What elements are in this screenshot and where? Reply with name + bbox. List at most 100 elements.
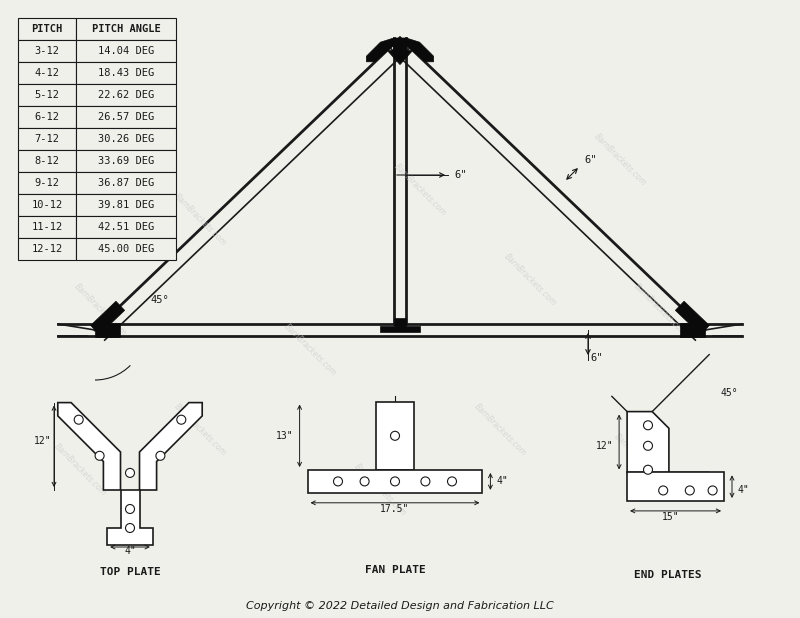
Text: BarnBrackets.com: BarnBrackets.com (632, 282, 688, 338)
Text: 4": 4" (496, 476, 508, 486)
Text: 15": 15" (662, 512, 680, 522)
Text: 4": 4" (738, 486, 750, 496)
Text: 6": 6" (454, 170, 466, 180)
Text: 45°: 45° (150, 295, 170, 305)
Bar (376, 402, 414, 470)
Polygon shape (387, 38, 413, 65)
Text: 12-12: 12-12 (31, 244, 62, 254)
Bar (76, 106, 176, 128)
Text: PITCH: PITCH (31, 24, 62, 34)
Text: 5-12: 5-12 (34, 90, 59, 100)
Text: 6": 6" (590, 353, 602, 363)
Bar (18, 150, 76, 172)
Text: Copyright © 2022 Detailed Design and Fabrication LLC: Copyright © 2022 Detailed Design and Fab… (246, 601, 554, 611)
Text: BarnBrackets.com: BarnBrackets.com (592, 132, 648, 188)
Bar (76, 216, 176, 238)
Text: END PLATES: END PLATES (634, 570, 702, 580)
Text: 18.43 DEG: 18.43 DEG (98, 68, 154, 78)
Text: 6": 6" (584, 155, 597, 165)
Polygon shape (627, 472, 724, 501)
Text: BarnBrackets.com: BarnBrackets.com (472, 402, 528, 458)
Polygon shape (680, 323, 705, 337)
Text: 12": 12" (34, 436, 51, 446)
Text: BarnBrackets.com: BarnBrackets.com (612, 432, 668, 488)
Circle shape (126, 523, 134, 533)
Polygon shape (627, 412, 709, 488)
Text: BarnBrackets.com: BarnBrackets.com (52, 442, 108, 498)
Text: FAN PLATE: FAN PLATE (365, 565, 426, 575)
Bar (76, 194, 176, 216)
Bar (18, 62, 76, 84)
Text: 45.00 DEG: 45.00 DEG (98, 244, 154, 254)
Bar (18, 172, 76, 194)
Circle shape (390, 431, 399, 440)
Text: 9-12: 9-12 (34, 178, 59, 188)
Text: 14.04 DEG: 14.04 DEG (98, 46, 154, 56)
Text: 12": 12" (595, 441, 613, 451)
Bar (308, 470, 482, 493)
Text: TOP PLATE: TOP PLATE (100, 567, 160, 577)
Text: 7-12: 7-12 (34, 134, 59, 144)
Bar (18, 194, 76, 216)
Text: 22.62 DEG: 22.62 DEG (98, 90, 154, 100)
Text: 42.51 DEG: 42.51 DEG (98, 222, 154, 232)
Circle shape (95, 451, 104, 460)
Bar (18, 128, 76, 150)
Text: BarnBrackets.com: BarnBrackets.com (72, 282, 128, 338)
Text: BarnBrackets.com: BarnBrackets.com (352, 462, 408, 518)
Text: 10-12: 10-12 (31, 200, 62, 210)
Bar (18, 238, 76, 260)
Polygon shape (675, 301, 710, 334)
Text: 4": 4" (124, 546, 136, 556)
Bar (76, 172, 176, 194)
Bar (76, 128, 176, 150)
Circle shape (156, 451, 165, 460)
Circle shape (643, 441, 653, 451)
Text: 36.87 DEG: 36.87 DEG (98, 178, 154, 188)
Text: 30.26 DEG: 30.26 DEG (98, 134, 154, 144)
Circle shape (126, 504, 134, 514)
Text: 13": 13" (276, 431, 294, 441)
Polygon shape (139, 402, 202, 490)
Circle shape (708, 486, 717, 495)
Text: BarnBrackets.com: BarnBrackets.com (392, 162, 448, 218)
Bar (76, 18, 176, 40)
Bar (76, 150, 176, 172)
Text: 33.69 DEG: 33.69 DEG (98, 156, 154, 166)
Polygon shape (58, 402, 121, 490)
Circle shape (658, 486, 668, 495)
Circle shape (390, 477, 399, 486)
Text: 11-12: 11-12 (31, 222, 62, 232)
Polygon shape (95, 323, 120, 337)
Polygon shape (90, 301, 125, 334)
Bar (18, 106, 76, 128)
Text: BarnBrackets.com: BarnBrackets.com (282, 322, 338, 378)
Circle shape (643, 421, 653, 430)
Circle shape (447, 477, 457, 486)
Text: PITCH ANGLE: PITCH ANGLE (92, 24, 160, 34)
Circle shape (421, 477, 430, 486)
Text: BarnBrackets.com: BarnBrackets.com (172, 192, 228, 248)
Circle shape (126, 468, 134, 477)
Circle shape (686, 486, 694, 495)
Circle shape (177, 415, 186, 424)
Bar (18, 84, 76, 106)
Polygon shape (107, 490, 153, 545)
Polygon shape (406, 38, 434, 62)
Text: BarnBrackets.com: BarnBrackets.com (172, 402, 228, 458)
Text: 3-12: 3-12 (34, 46, 59, 56)
Text: 39.81 DEG: 39.81 DEG (98, 200, 154, 210)
Text: 4-12: 4-12 (34, 68, 59, 78)
Bar (18, 40, 76, 62)
Text: 6-12: 6-12 (34, 112, 59, 122)
Text: 45°: 45° (721, 387, 738, 397)
Bar (76, 40, 176, 62)
Bar (18, 216, 76, 238)
Polygon shape (381, 318, 420, 332)
Circle shape (360, 477, 369, 486)
Circle shape (334, 477, 342, 486)
Circle shape (74, 415, 83, 424)
Circle shape (643, 465, 653, 474)
Text: 17.5": 17.5" (380, 504, 410, 514)
Text: 26.57 DEG: 26.57 DEG (98, 112, 154, 122)
